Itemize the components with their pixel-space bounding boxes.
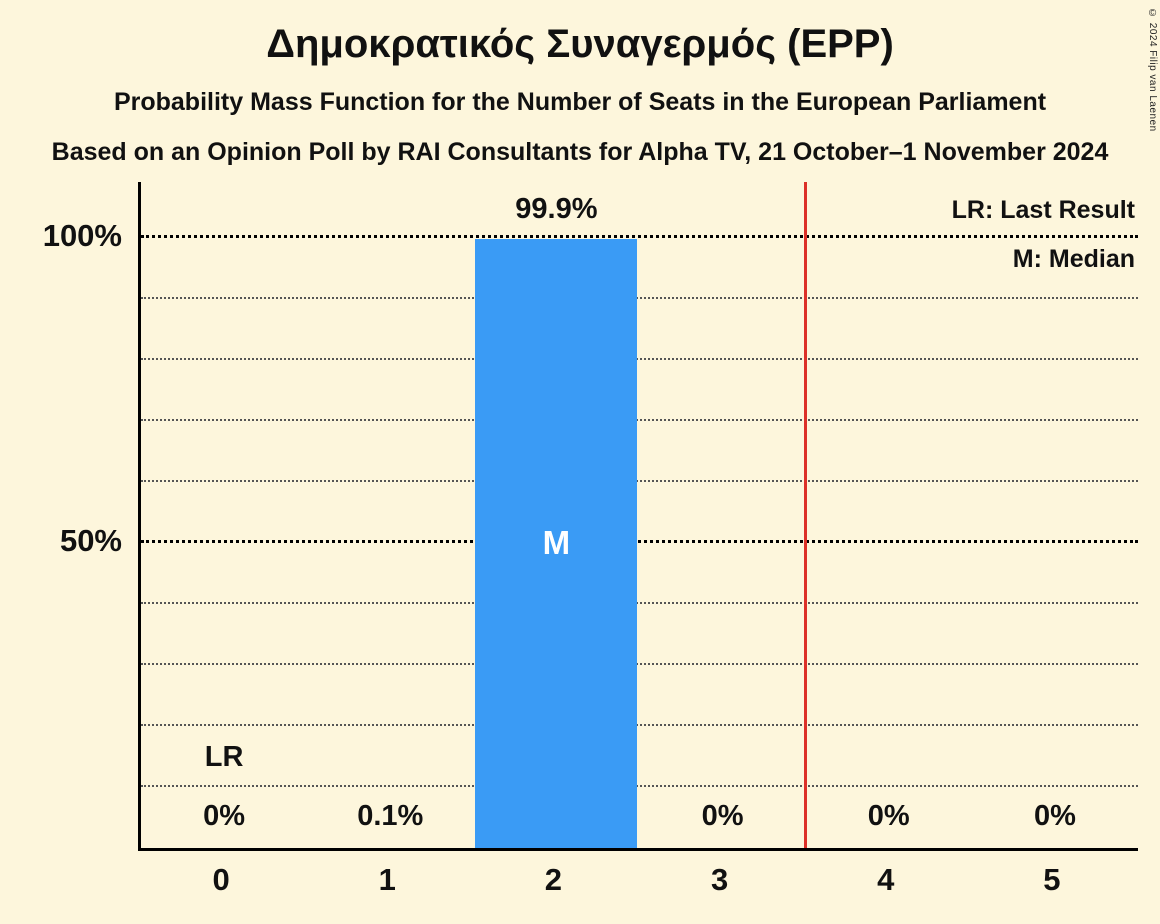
gridline-100-percent (141, 235, 1138, 238)
gridline-30-percent (141, 663, 1138, 665)
bar-seats-2 (475, 238, 638, 848)
value-label-seats-2: 99.9% (515, 192, 598, 225)
gridline-80-percent (141, 358, 1138, 360)
x-axis-tick-3: 3 (710, 862, 729, 897)
median-marker: M (542, 524, 571, 561)
x-axis-tick-1: 1 (378, 862, 396, 897)
x-axis-tick-0: 0 (212, 862, 230, 897)
gridline-40-percent (141, 602, 1138, 604)
gridline-60-percent (141, 480, 1138, 482)
x-axis-tick-4: 4 (877, 862, 895, 897)
x-axis-tick-5: 5 (1043, 862, 1061, 897)
gridline-20-percent (141, 724, 1138, 726)
chart-subtitle: Probability Mass Function for the Number… (113, 88, 1047, 116)
chart-legend: LR: Last Result M: Median (952, 186, 1135, 284)
gridline-90-percent (141, 297, 1138, 299)
x-axis-tick-2: 2 (544, 862, 563, 897)
gridline-70-percent (141, 419, 1138, 421)
legend-median: M: Median (1012, 245, 1135, 273)
value-label-seats-5: 0% (1033, 800, 1076, 832)
gridline-10-percent (141, 785, 1138, 787)
chart-title: Δημοκρατικός Συναγερμός (EPP) (266, 22, 894, 66)
legend-last-result: LR: Last Result (951, 196, 1135, 224)
value-label-seats-4: 0% (867, 800, 910, 832)
y-axis-tick-50: 50% (59, 523, 122, 558)
gridline-50-percent (141, 540, 1138, 543)
value-label-seats-3: 0% (701, 800, 744, 832)
last-result-line (804, 182, 808, 848)
plot-area: 0% LR 0.1% 99.9% M 0% 0% 0% (138, 182, 1138, 851)
chart-source-line: Based on an Opinion Poll by RAI Consulta… (51, 138, 1109, 166)
value-label-seats-0: 0% (203, 800, 246, 832)
copyright-note: © 2024 Filip van Laenen (1147, 8, 1158, 132)
y-axis-tick-100: 100% (42, 218, 122, 253)
value-label-seats-1: 0.1% (357, 800, 424, 832)
last-result-marker: LR (204, 741, 244, 773)
